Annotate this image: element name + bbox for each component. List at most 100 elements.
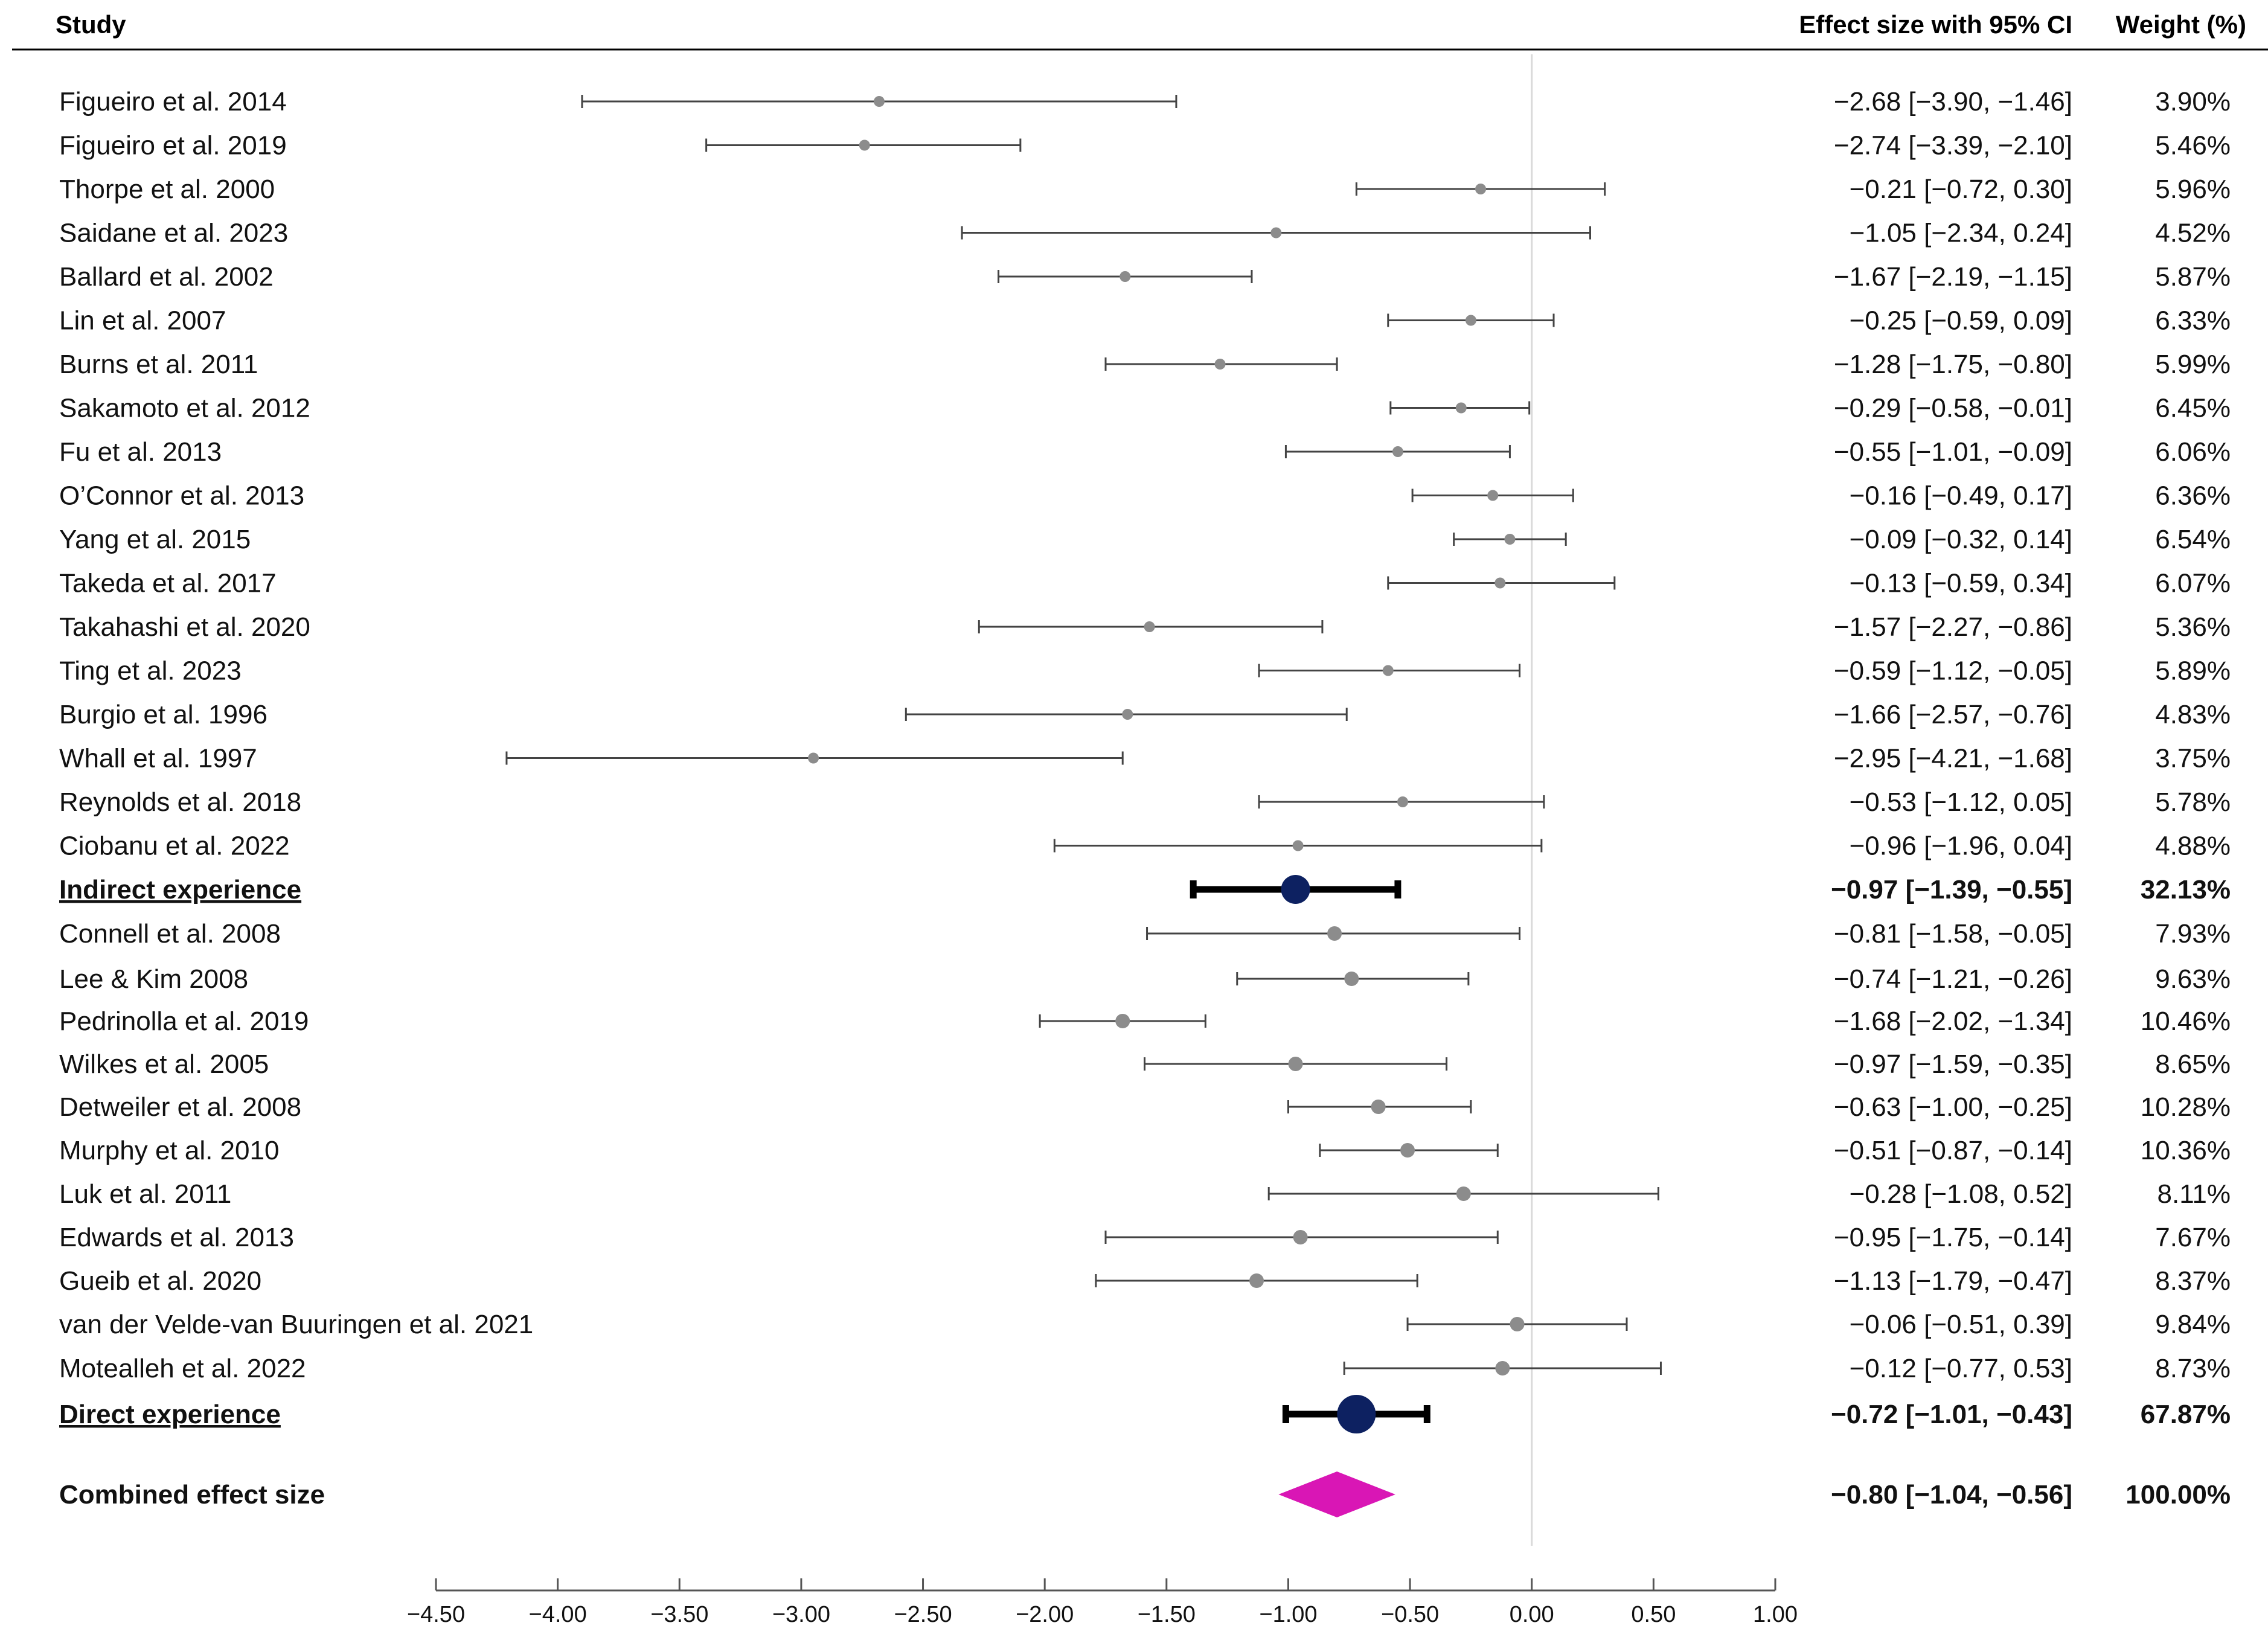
overall-label: Combined effect size — [59, 1480, 325, 1510]
subtotal-weight: 32.13% — [2141, 875, 2231, 905]
study-weight: 6.36% — [2155, 481, 2231, 511]
study-effect-ci: −0.12 [−0.77, 0.53] — [1850, 1354, 2072, 1383]
study-label: Ballard et al. 2002 — [59, 262, 274, 292]
point-estimate — [1456, 1186, 1471, 1201]
study-label: Pedrinolla et al. 2019 — [59, 1007, 309, 1036]
study-effect-ci: −0.25 [−0.59, 0.09] — [1850, 306, 2072, 336]
study-weight: 6.07% — [2155, 569, 2231, 598]
study-effect-ci: −0.81 [−1.58, −0.05] — [1834, 919, 2072, 949]
column-header-weight: Weight (%) — [2116, 10, 2246, 39]
study-weight: 6.33% — [2155, 306, 2231, 336]
point-estimate — [1475, 184, 1487, 194]
study-effect-ci: −0.28 [−1.08, 0.52] — [1850, 1179, 2072, 1209]
study-label: Detweiler et al. 2008 — [59, 1092, 301, 1122]
study-label: van der Velde-van Buuringen et al. 2021 — [59, 1310, 533, 1339]
study-label: Lin et al. 2007 — [59, 306, 226, 336]
point-estimate — [1510, 1317, 1525, 1331]
overall-effect-ci: −0.80 [−1.04, −0.56] — [1831, 1480, 2072, 1510]
x-tick-label: 0.50 — [1631, 1602, 1676, 1627]
x-tick-label: −3.50 — [650, 1602, 708, 1627]
study-effect-ci: −0.29 [−0.58, −0.01] — [1834, 394, 2072, 423]
study-weight: 5.36% — [2155, 612, 2231, 642]
study-effect-ci: −0.97 [−1.59, −0.35] — [1834, 1049, 2072, 1079]
study-weight: 3.75% — [2155, 744, 2231, 773]
study-weight: 10.46% — [2141, 1007, 2231, 1036]
study-effect-ci: −0.13 [−0.59, 0.34] — [1850, 569, 2072, 598]
study-label: Takeda et al. 2017 — [59, 569, 277, 598]
study-weight: 10.36% — [2141, 1136, 2231, 1165]
study-label: Edwards et al. 2013 — [59, 1223, 294, 1252]
study-label: Takahashi et al. 2020 — [59, 612, 310, 642]
point-estimate — [1455, 402, 1467, 414]
study-weight: 4.83% — [2155, 700, 2231, 729]
subtotal-label: Direct experience — [59, 1400, 281, 1429]
point-estimate — [1397, 796, 1408, 807]
x-tick-label: −1.00 — [1259, 1602, 1317, 1627]
study-label: Motealleh et al. 2022 — [59, 1354, 306, 1383]
point-estimate — [1400, 1143, 1415, 1158]
study-weight: 8.65% — [2155, 1049, 2231, 1079]
study-weight: 9.84% — [2155, 1310, 2231, 1339]
study-weight: 7.67% — [2155, 1223, 2231, 1252]
study-weight: 3.90% — [2155, 87, 2231, 117]
point-estimate — [873, 96, 885, 107]
study-label: Thorpe et al. 2000 — [59, 175, 275, 204]
subtotal-label: Indirect experience — [59, 875, 301, 905]
column-header-effect: Effect size with 95% CI — [1799, 10, 2072, 39]
point-estimate — [1327, 926, 1342, 941]
study-weight: 5.46% — [2155, 131, 2231, 161]
study-weight: 6.06% — [2155, 437, 2231, 467]
study-label: Ting et al. 2023 — [59, 656, 242, 686]
study-label: Wilkes et al. 2005 — [59, 1049, 269, 1079]
x-tick-label: −1.50 — [1138, 1602, 1196, 1627]
study-effect-ci: −0.16 [−0.49, 0.17] — [1850, 481, 2072, 511]
study-weight: 5.78% — [2155, 787, 2231, 817]
study-effect-ci: −0.06 [−0.51, 0.39] — [1850, 1310, 2072, 1339]
study-label: Ciobanu et al. 2022 — [59, 831, 290, 861]
study-weight: 5.99% — [2155, 350, 2231, 379]
point-estimate — [1122, 709, 1133, 720]
study-label: Burgio et al. 1996 — [59, 700, 267, 729]
study-effect-ci: −1.66 [−2.57, −0.76] — [1834, 700, 2072, 729]
study-label: Figueiro et al. 2014 — [59, 87, 287, 117]
study-effect-ci: −2.74 [−3.39, −2.10] — [1834, 131, 2072, 161]
point-estimate — [1392, 446, 1403, 457]
study-effect-ci: −1.13 [−1.79, −0.47] — [1834, 1266, 2072, 1296]
point-estimate — [1344, 972, 1359, 986]
point-estimate — [1292, 840, 1304, 851]
x-tick-label: 0.00 — [1510, 1602, 1554, 1627]
study-label: Saidane et al. 2023 — [59, 219, 288, 248]
point-estimate — [1504, 534, 1516, 545]
point-estimate — [1249, 1273, 1264, 1288]
overall-diamond — [1278, 1471, 1395, 1517]
study-effect-ci: −0.53 [−1.12, 0.05] — [1850, 787, 2072, 817]
study-weight: 6.54% — [2155, 525, 2231, 554]
x-tick-label: −0.50 — [1381, 1602, 1439, 1627]
study-label: Sakamoto et al. 2012 — [59, 394, 310, 423]
plot-marks: Figueiro et al. 2014 −2.68 [−3.90, −1.46]… — [59, 54, 2231, 1546]
point-estimate — [859, 139, 870, 151]
study-effect-ci: −0.51 [−0.87, −0.14] — [1834, 1136, 2072, 1165]
column-header-study: Study — [56, 10, 126, 39]
point-estimate — [1465, 315, 1476, 326]
study-effect-ci: −0.63 [−1.00, −0.25] — [1834, 1092, 2072, 1122]
study-label: Yang et al. 2015 — [59, 525, 251, 554]
study-weight: 4.52% — [2155, 219, 2231, 248]
study-weight: 6.45% — [2155, 394, 2231, 423]
study-weight: 8.73% — [2155, 1354, 2231, 1383]
study-effect-ci: −2.95 [−4.21, −1.68] — [1834, 744, 2072, 773]
study-effect-ci: −1.57 [−2.27, −0.86] — [1834, 612, 2072, 642]
point-estimate — [808, 752, 819, 764]
study-effect-ci: −0.96 [−1.96, 0.04] — [1850, 831, 2072, 861]
study-label: Fu et al. 2013 — [59, 437, 222, 467]
study-weight: 4.88% — [2155, 831, 2231, 861]
point-estimate — [1120, 271, 1131, 282]
point-estimate — [1115, 1014, 1130, 1028]
study-effect-ci: −0.09 [−0.32, 0.14] — [1850, 525, 2072, 554]
study-label: O’Connor et al. 2013 — [59, 481, 304, 511]
study-effect-ci: −1.67 [−2.19, −1.15] — [1834, 262, 2072, 292]
study-effect-ci: −1.68 [−2.02, −1.34] — [1834, 1007, 2072, 1036]
study-effect-ci: −0.21 [−0.72, 0.30] — [1850, 175, 2072, 204]
subtotal-effect-ci: −0.72 [−1.01, −0.43] — [1831, 1400, 2072, 1429]
